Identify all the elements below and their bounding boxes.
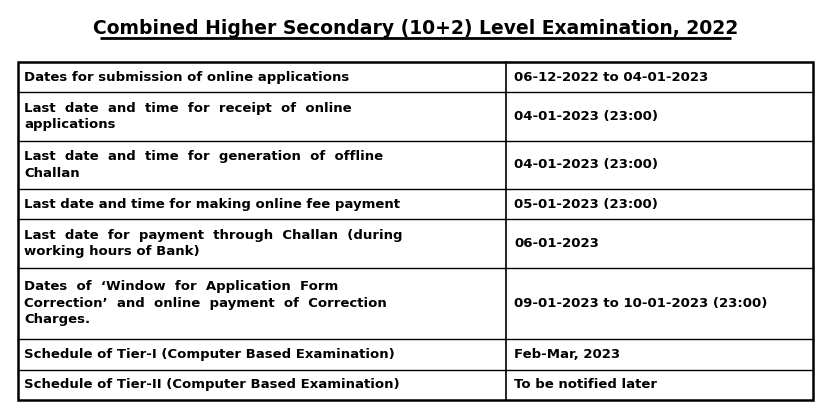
Text: Dates  of  ‘Window  for  Application  Form
Correction’  and  online  payment  of: Dates of ‘Window for Application Form Co… <box>24 280 386 326</box>
Text: Schedule of Tier-I (Computer Based Examination): Schedule of Tier-I (Computer Based Exami… <box>24 348 395 361</box>
Bar <box>18 62 813 400</box>
Text: Last  date  for  payment  through  Challan  (during
working hours of Bank): Last date for payment through Challan (d… <box>24 229 402 258</box>
Text: 04-01-2023 (23:00): 04-01-2023 (23:00) <box>514 110 658 123</box>
Text: Last  date  and  time  for  receipt  of  online
applications: Last date and time for receipt of online… <box>24 102 352 131</box>
Text: To be notified later: To be notified later <box>514 378 657 391</box>
Text: Combined Higher Secondary (10+2) Level Examination, 2022: Combined Higher Secondary (10+2) Level E… <box>93 18 738 37</box>
Text: Feb-Mar, 2023: Feb-Mar, 2023 <box>514 348 620 361</box>
Text: 06-12-2022 to 04-01-2023: 06-12-2022 to 04-01-2023 <box>514 71 708 84</box>
Text: 04-01-2023 (23:00): 04-01-2023 (23:00) <box>514 158 658 171</box>
Text: Last date and time for making online fee payment: Last date and time for making online fee… <box>24 198 400 211</box>
Text: 09-01-2023 to 10-01-2023 (23:00): 09-01-2023 to 10-01-2023 (23:00) <box>514 297 768 310</box>
Text: 05-01-2023 (23:00): 05-01-2023 (23:00) <box>514 198 658 211</box>
Text: Last  date  and  time  for  generation  of  offline
Challan: Last date and time for generation of off… <box>24 150 383 179</box>
Text: Dates for submission of online applications: Dates for submission of online applicati… <box>24 71 349 84</box>
Text: 06-01-2023: 06-01-2023 <box>514 237 599 250</box>
Text: Schedule of Tier-II (Computer Based Examination): Schedule of Tier-II (Computer Based Exam… <box>24 378 400 391</box>
